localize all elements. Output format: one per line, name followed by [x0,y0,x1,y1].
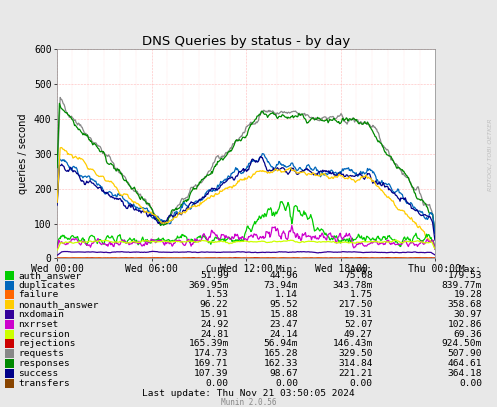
Text: 217.50: 217.50 [338,300,373,309]
Text: 1.53: 1.53 [206,291,229,300]
Text: 51.99: 51.99 [200,271,229,280]
Text: 24.81: 24.81 [200,330,229,339]
Text: nxdomain: nxdomain [18,310,64,319]
Text: 165.39m: 165.39m [188,339,229,348]
Text: 19.31: 19.31 [344,310,373,319]
Text: 839.77m: 839.77m [442,280,482,290]
Text: 75.08: 75.08 [344,271,373,280]
Text: 358.68: 358.68 [448,300,482,309]
Text: 146.43m: 146.43m [332,339,373,348]
Text: 364.18: 364.18 [448,369,482,378]
Text: 314.84: 314.84 [338,359,373,368]
Text: 507.90: 507.90 [448,349,482,358]
Text: Avg:: Avg: [350,265,373,274]
Text: 102.86: 102.86 [448,320,482,329]
Text: 174.73: 174.73 [194,349,229,358]
Text: 329.50: 329.50 [338,349,373,358]
Text: 162.33: 162.33 [264,359,298,368]
Text: 924.50m: 924.50m [442,339,482,348]
Text: 1.75: 1.75 [350,291,373,300]
Text: 30.97: 30.97 [453,310,482,319]
Text: 73.94m: 73.94m [264,280,298,290]
Text: 95.52: 95.52 [269,300,298,309]
Text: transfers: transfers [18,379,70,387]
Text: 15.88: 15.88 [269,310,298,319]
Text: failure: failure [18,291,58,300]
Text: 343.78m: 343.78m [332,280,373,290]
Title: DNS Queries by status - by day: DNS Queries by status - by day [142,35,350,48]
Text: 98.67: 98.67 [269,369,298,378]
Text: 464.61: 464.61 [448,359,482,368]
Text: 0.00: 0.00 [350,379,373,387]
Text: responses: responses [18,359,70,368]
Text: 49.27: 49.27 [344,330,373,339]
Text: 0.00: 0.00 [206,379,229,387]
Text: 52.07: 52.07 [344,320,373,329]
Text: 0.00: 0.00 [275,379,298,387]
Text: 23.47: 23.47 [269,320,298,329]
Text: RDTOOL/ TOBI OETKER: RDTOOL/ TOBI OETKER [487,118,492,191]
Text: nonauth_answer: nonauth_answer [18,300,98,309]
Text: Max:: Max: [459,265,482,274]
Text: 15.91: 15.91 [200,310,229,319]
Text: 165.28: 165.28 [264,349,298,358]
Text: requests: requests [18,349,64,358]
Text: 179.53: 179.53 [448,271,482,280]
Text: 96.22: 96.22 [200,300,229,309]
Text: 24.14: 24.14 [269,330,298,339]
Text: 369.95m: 369.95m [188,280,229,290]
Text: 19.28: 19.28 [453,291,482,300]
Text: 44.96: 44.96 [269,271,298,280]
Text: Cur:: Cur: [206,265,229,274]
Text: 221.21: 221.21 [338,369,373,378]
Text: Min:: Min: [275,265,298,274]
Text: 24.92: 24.92 [200,320,229,329]
Text: Munin 2.0.56: Munin 2.0.56 [221,398,276,407]
Text: duplicates: duplicates [18,280,76,290]
Text: 1.14: 1.14 [275,291,298,300]
Text: recursion: recursion [18,330,70,339]
Text: 169.71: 169.71 [194,359,229,368]
Text: rejections: rejections [18,339,76,348]
Text: 69.36: 69.36 [453,330,482,339]
Text: success: success [18,369,58,378]
Text: Last update: Thu Nov 21 03:50:05 2024: Last update: Thu Nov 21 03:50:05 2024 [142,389,355,398]
Text: 107.39: 107.39 [194,369,229,378]
Text: auth_answer: auth_answer [18,271,81,280]
Text: 56.94m: 56.94m [264,339,298,348]
Text: 0.00: 0.00 [459,379,482,387]
Y-axis label: queries / second: queries / second [18,114,28,194]
Text: nxrrset: nxrrset [18,320,58,329]
